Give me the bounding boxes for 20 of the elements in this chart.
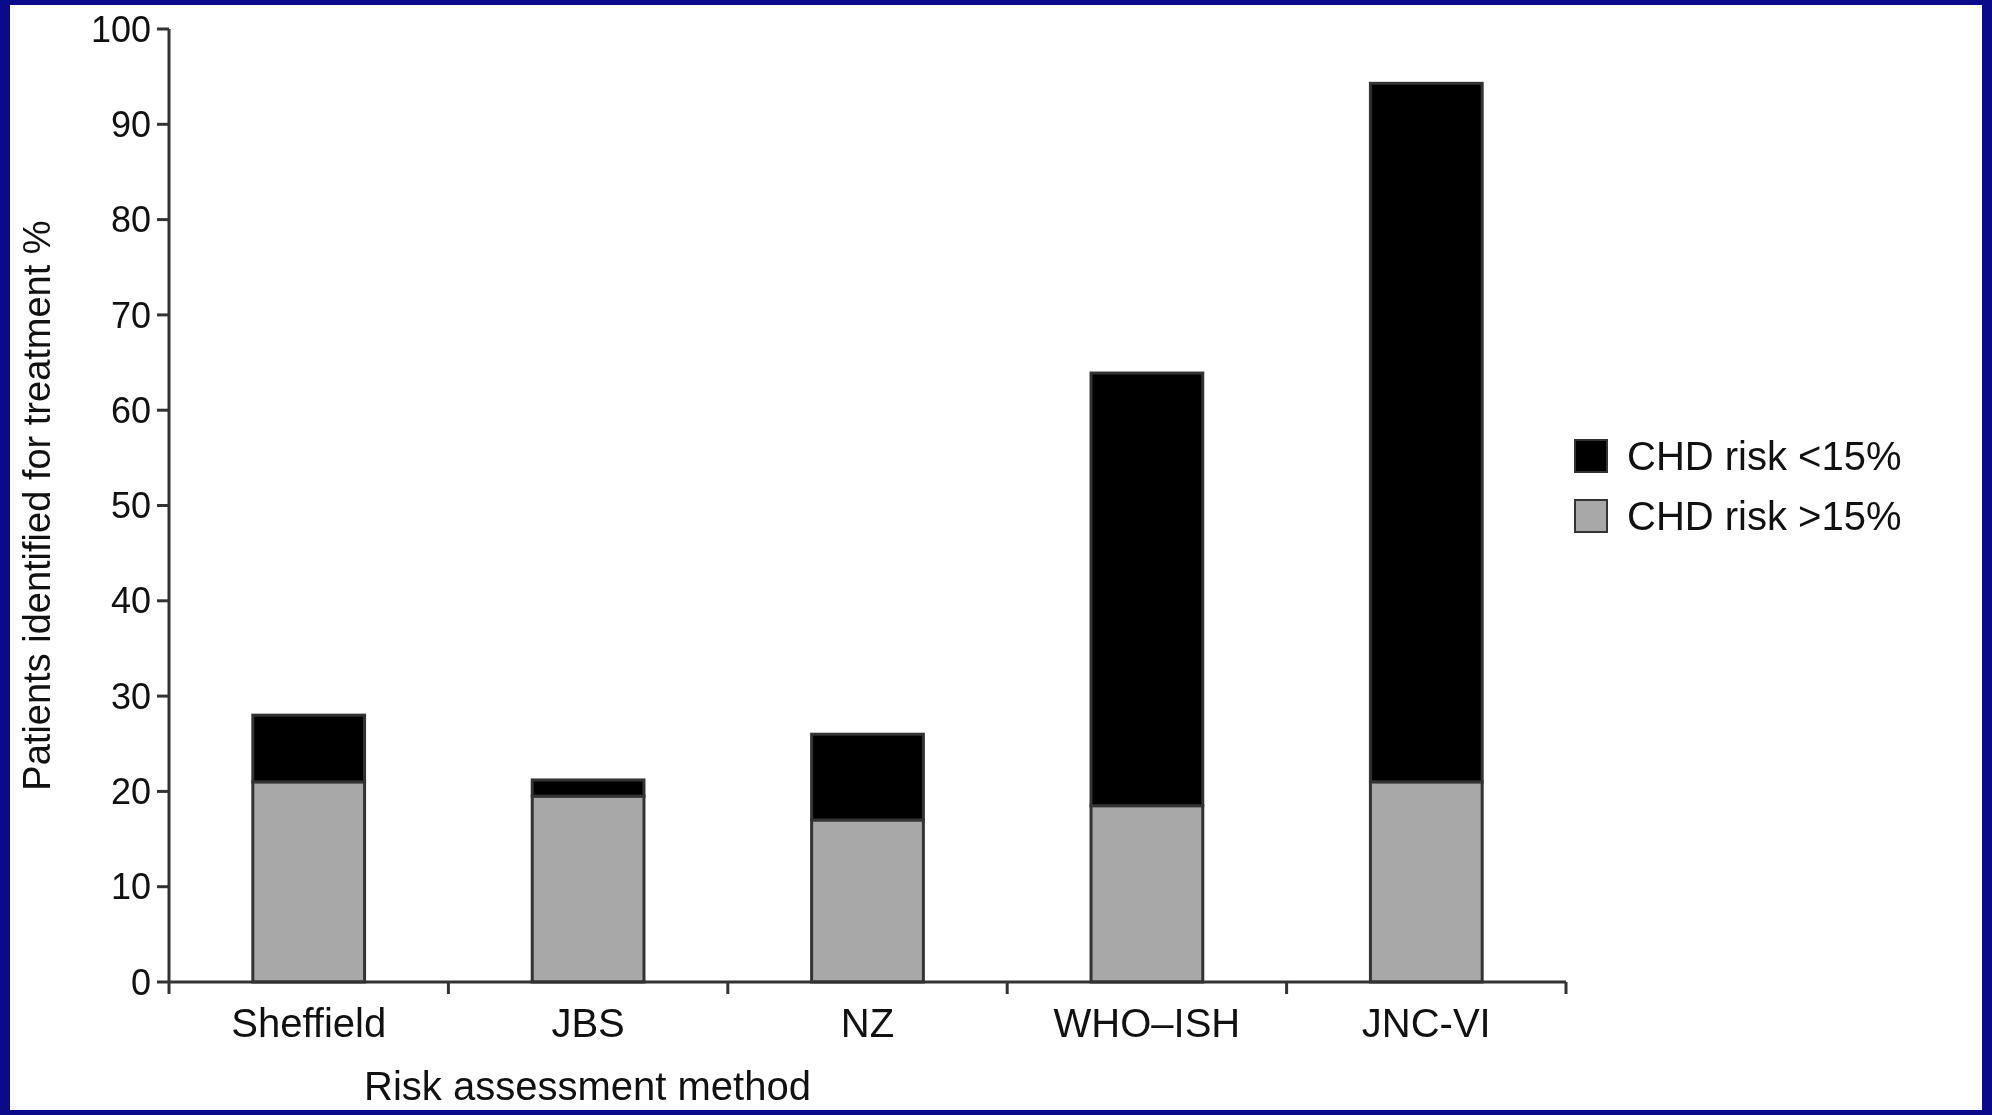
y-tick-label: 30 <box>110 675 151 717</box>
y-tick-label: 70 <box>110 294 151 336</box>
x-tick-label: Sheffield <box>231 1001 387 1045</box>
y-tick-label: 40 <box>110 580 151 622</box>
y-tick-label: 60 <box>110 389 151 431</box>
y-tick-label: 10 <box>110 866 151 908</box>
y-tick-label: 0 <box>130 961 151 1003</box>
y-tick-label: 90 <box>110 103 151 145</box>
legend-label: CHD risk >15% <box>1627 494 1902 538</box>
y-tick-label: 50 <box>110 485 151 527</box>
x-tick-label: WHO–ISH <box>1053 1001 1241 1045</box>
x-tick-label: JNC-VI <box>1361 1001 1491 1045</box>
y-axis-title: Patients identified for treatment % <box>16 220 58 791</box>
x-tick-label: JBS <box>551 1001 625 1045</box>
x-axis-title: Risk assessment method <box>364 1064 811 1108</box>
legend-label: CHD risk <15% <box>1627 434 1902 478</box>
x-tick-label: NZ <box>840 1001 895 1045</box>
y-tick-label: 100 <box>90 8 151 50</box>
y-tick-label: 80 <box>110 199 151 241</box>
y-tick-label: 20 <box>110 771 151 812</box>
